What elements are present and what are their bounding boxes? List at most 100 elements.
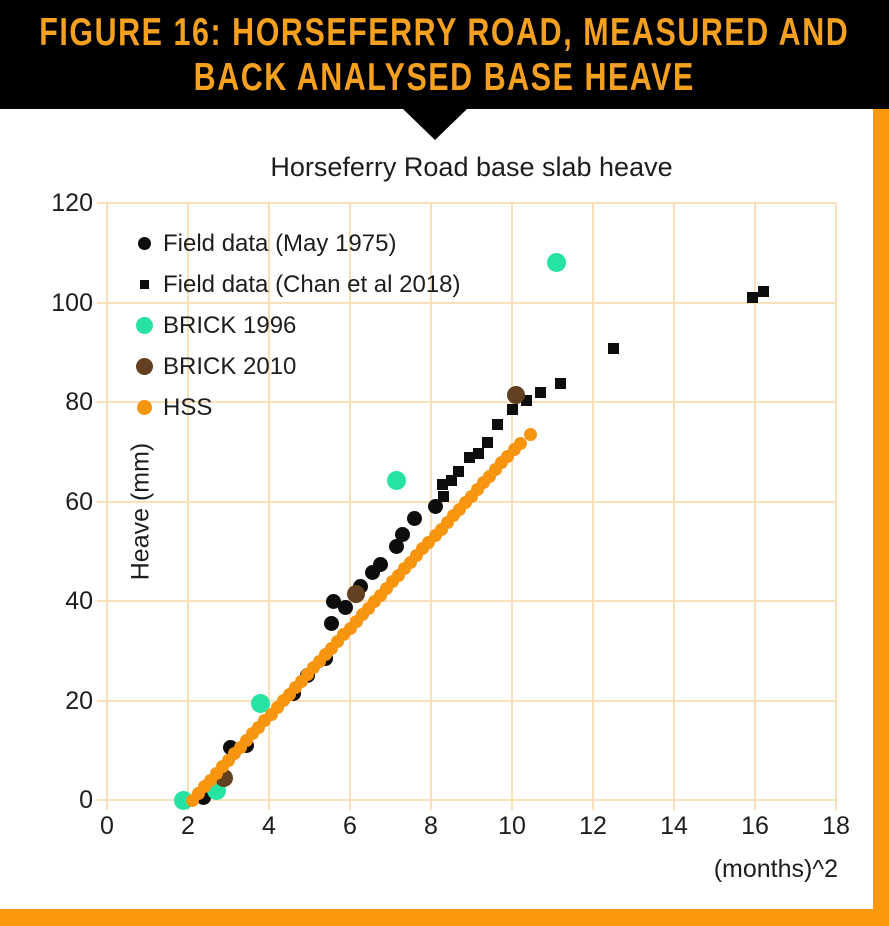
gridline-vertical: [835, 203, 837, 800]
legend-item-field-1975: Field data (May 1975): [125, 223, 461, 264]
data-point-series-0: [389, 538, 405, 554]
data-point-series-0: [407, 511, 423, 527]
data-point-series-1: [473, 448, 485, 460]
y-tick-label: 20: [65, 686, 93, 715]
x-tick-label: 16: [741, 812, 769, 840]
accent-bar-right: [873, 109, 889, 926]
data-point-series-1: [747, 292, 759, 304]
data-point-series-3: [507, 386, 526, 405]
data-point-series-4: [523, 428, 537, 442]
data-point-series-1: [445, 475, 457, 487]
data-point-series-0: [395, 526, 411, 542]
y-tick-label: 100: [51, 288, 93, 317]
chart-plot-area: 0 2 4 6 8 10 12 14 16 18 0 20 40 60 80 100 120 Heave (mm…: [51, 189, 850, 840]
x-tick-label: 4: [262, 812, 276, 840]
chart-title: Horseferry Road base slab heave: [270, 152, 673, 182]
data-point-series-1: [437, 491, 449, 503]
x-tick-mark: [511, 800, 513, 810]
x-tick-label: 14: [660, 812, 688, 840]
data-point-series-1: [507, 404, 519, 416]
x-tick-mark: [754, 800, 756, 810]
data-point-series-3: [347, 584, 366, 603]
data-point-series-2: [547, 253, 567, 273]
legend-label: Field data (Chan et al 2018): [163, 270, 461, 298]
gridline-horizontal: [107, 699, 836, 702]
x-tick-label: 8: [424, 812, 438, 840]
orange-circle-marker-icon: [136, 400, 152, 415]
chart-legend: Field data (May 1975) Field data (Chan e…: [125, 223, 461, 428]
data-point-series-1: [436, 478, 448, 490]
data-point-series-0: [372, 557, 388, 573]
figure-banner-title-line1: FIGURE 16: HORSEFERRY ROAD, MEASURED AND: [39, 10, 850, 54]
legend-item-brick-1996: BRICK 1996: [125, 305, 461, 346]
brown-circle-marker-icon: [135, 358, 153, 375]
y-tick-label: 0: [79, 786, 93, 814]
banner-notch-pointer: [403, 109, 467, 140]
legend-marker-box: [125, 317, 163, 334]
x-tick-label: 10: [498, 812, 526, 840]
legend-label: HSS: [163, 393, 213, 421]
legend-marker-box: [125, 358, 163, 375]
data-point-series-0: [324, 615, 340, 631]
x-tick-mark: [106, 800, 108, 810]
black-square-marker-icon: [139, 280, 149, 289]
x-axis-label: (months)^2: [713, 855, 838, 883]
data-point-series-1: [607, 343, 619, 355]
y-tick-label: 80: [65, 388, 93, 416]
y-tick-mark: [97, 600, 107, 602]
y-tick-mark: [97, 202, 107, 204]
data-point-series-0: [338, 599, 354, 615]
data-point-series-1: [757, 285, 769, 297]
data-point-series-4: [513, 436, 527, 450]
data-point-series-1: [452, 466, 464, 478]
data-point-series-1: [555, 377, 567, 389]
y-tick-label: 120: [51, 189, 93, 217]
y-tick-mark: [97, 401, 107, 403]
data-point-series-2: [251, 694, 271, 714]
figure-banner: FIGURE 16: HORSEFERRY ROAD, MEASURED AND…: [0, 0, 889, 109]
legend-marker-box: [125, 237, 163, 250]
data-point-series-2: [387, 470, 407, 490]
x-tick-label: 18: [822, 812, 850, 840]
y-tick-label: 40: [65, 587, 93, 615]
legend-label: Field data (May 1975): [163, 229, 397, 257]
legend-label: BRICK 1996: [163, 311, 297, 339]
data-point-series-1: [482, 437, 494, 449]
x-tick-mark: [592, 800, 594, 810]
y-tick-label: 60: [65, 487, 93, 516]
legend-label: BRICK 2010: [163, 352, 297, 380]
accent-bar-bottom: [0, 909, 889, 926]
x-tick-label: 0: [100, 812, 114, 840]
legend-marker-box: [125, 280, 163, 289]
data-point-series-0: [427, 498, 443, 514]
data-point-series-1: [520, 394, 532, 406]
gridline-horizontal: [107, 301, 836, 304]
gridline-horizontal: [107, 401, 836, 403]
data-point-series-1: [534, 386, 546, 398]
x-tick-mark: [673, 800, 675, 810]
gridline-horizontal: [107, 799, 836, 801]
legend-item-field-2018: Field data (Chan et al 2018): [125, 264, 461, 305]
data-point-series-0: [326, 594, 342, 610]
data-point-series-1: [491, 418, 503, 430]
figure-banner-title-line2: BACK ANALYSED BASE HEAVE: [193, 55, 696, 99]
y-tick-mark: [97, 500, 107, 503]
legend-marker-box: [125, 400, 163, 415]
y-tick-mark: [97, 699, 107, 702]
x-tick-mark: [835, 800, 837, 810]
gridline-horizontal: [107, 600, 836, 602]
data-point-series-1: [463, 452, 475, 464]
legend-item-hss: HSS: [125, 387, 461, 428]
y-tick-mark: [97, 301, 107, 304]
x-tick-mark: [268, 800, 270, 810]
x-tick-label: 2: [181, 812, 195, 840]
x-tick-label: 6: [343, 812, 357, 840]
green-circle-marker-icon: [135, 317, 153, 334]
x-tick-mark: [349, 800, 351, 810]
x-tick-mark: [430, 800, 432, 810]
gridline-horizontal: [107, 202, 836, 204]
black-circle-marker-icon: [137, 237, 151, 250]
x-tick-label: 12: [579, 812, 607, 840]
y-tick-mark: [97, 799, 107, 801]
